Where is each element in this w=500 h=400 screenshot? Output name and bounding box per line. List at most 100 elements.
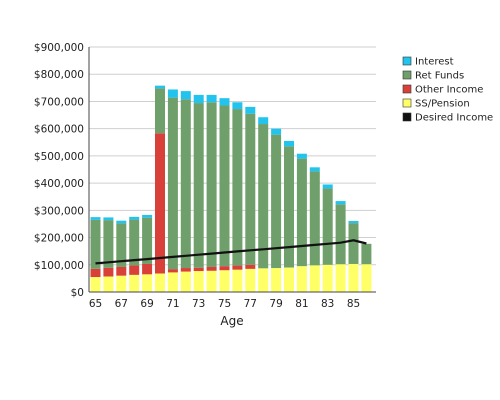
bar-segment-ret-funds: [90, 219, 101, 269]
bar-segment-ret-funds: [348, 223, 359, 264]
bar-segment-ret-funds: [116, 223, 127, 267]
bar-segment-ss-pension: [271, 268, 282, 292]
legend-swatch: [402, 70, 412, 80]
bar-segment-ret-funds: [309, 171, 320, 266]
bar-segment-other-income: [155, 133, 165, 274]
bar-segment-interest: [129, 216, 140, 220]
x-tick-label: 73: [192, 298, 205, 310]
x-tick-label: 65: [89, 298, 102, 310]
bar-segment-other-income: [167, 269, 178, 273]
x-axis-title: Age: [220, 314, 243, 328]
bar-segment-interest: [309, 167, 320, 172]
bar-segment-interest: [258, 117, 269, 125]
legend-label: Desired Income: [415, 113, 493, 124]
legend-label: Ret Funds: [415, 71, 464, 82]
y-tick-label: $800,000: [34, 69, 84, 81]
x-tick-label: 83: [321, 298, 334, 310]
legend-swatch: [402, 98, 412, 108]
bar-segment-interest: [296, 153, 307, 159]
y-tick-label: $600,000: [34, 124, 84, 136]
bar-segment-ss-pension: [219, 270, 230, 292]
bar-segment-ret-funds: [155, 88, 165, 134]
bar-segment-ret-funds: [284, 146, 294, 268]
bar-segment-interest: [167, 89, 178, 98]
bar-segment-other-income: [90, 268, 101, 278]
bar-segment-ss-pension: [206, 270, 217, 292]
legend-label: Other Income: [415, 85, 483, 96]
x-axis-ticks: 65 67 69 71 73 75 77 79 81 83 85: [89, 298, 360, 310]
bar-segment-other-income: [232, 265, 243, 270]
desired-income-polyline: [95, 239, 367, 265]
x-tick-label: 79: [269, 298, 282, 310]
bar-segment-ret-funds: [322, 188, 333, 265]
bar-segment-ret-funds: [219, 105, 230, 267]
bar-segment-interest: [180, 91, 191, 100]
bar-segment-ss-pension: [116, 275, 127, 292]
bar-segment-interest: [245, 106, 256, 114]
bar-segment-interest: [142, 214, 153, 218]
bar-segment-interest: [103, 217, 114, 221]
bar-segment-ss-pension: [193, 271, 204, 292]
bar-segment-ret-funds: [129, 219, 140, 266]
bar-segment-other-income: [245, 264, 256, 269]
bar-segment-interest: [335, 201, 346, 205]
bar-segment-other-income: [116, 266, 127, 276]
bar-segment-ss-pension: [258, 268, 269, 292]
bar-segment-interest: [116, 220, 127, 224]
bar-segment-ss-pension: [322, 264, 333, 292]
bar-segment-interest: [348, 220, 359, 224]
x-tick-label: 71: [166, 298, 179, 310]
x-tick-label: 67: [115, 298, 128, 310]
axes: [88, 47, 376, 293]
bar-segment-interest: [232, 102, 243, 110]
y-tick-label: $500,000: [34, 151, 84, 163]
bar-segment-other-income: [219, 266, 230, 271]
bar-segment-ret-funds: [180, 99, 191, 269]
bar-segment-other-income: [142, 263, 153, 275]
bar-segment-ss-pension: [348, 263, 359, 292]
bar-segment-other-income: [129, 265, 140, 275]
bar-segment-interest: [193, 94, 204, 104]
bar-segment-interest: [322, 184, 333, 189]
bar-segment-ret-funds: [193, 103, 204, 268]
bar-segment-other-income: [193, 267, 204, 272]
bar-segment-ss-pension: [309, 265, 320, 292]
bar-segment-ret-funds: [142, 217, 153, 264]
y-axis-ticks: $0 $100,000 $200,000 $300,000 $400,000 $500,0…: [34, 42, 84, 299]
legend-swatch: [402, 84, 412, 94]
y-tick-label: $700,000: [34, 96, 84, 108]
y-tick-label: $400,000: [34, 178, 84, 190]
x-tick-label: 69: [140, 298, 153, 310]
bar-segment-ss-pension: [335, 264, 346, 292]
bar-segment-ss-pension: [129, 274, 140, 292]
bar-segment-interest: [206, 94, 217, 103]
legend-label: Interest: [415, 57, 454, 68]
bar-segment-ss-pension: [361, 264, 372, 292]
bar-segment-interest: [284, 140, 294, 147]
bar-segment-interest: [271, 128, 282, 135]
bar-segment-ret-funds: [167, 97, 178, 270]
bar-segment-ret-funds: [206, 102, 217, 267]
bar-segment-ss-pension: [155, 273, 165, 292]
y-tick-label: $0: [71, 287, 84, 299]
legend-label: SS/Pension: [415, 99, 470, 110]
bar-segment-other-income: [206, 266, 217, 271]
x-tick-label: 77: [244, 298, 257, 310]
bar-segment-interest: [90, 217, 101, 220]
bar-segment-ss-pension: [142, 274, 153, 292]
desired-income-line: [95, 239, 367, 265]
legend-swatch: [402, 112, 412, 122]
bar-segment-other-income: [103, 267, 114, 277]
bar-segment-ret-funds: [271, 134, 282, 269]
bar-segment-other-income: [180, 268, 191, 272]
bar-segment-ss-pension: [90, 277, 101, 292]
bar-segment-ss-pension: [284, 267, 294, 292]
y-tick-label: $300,000: [34, 205, 84, 217]
bar-segment-ss-pension: [232, 269, 243, 292]
bar-segment-interest: [155, 85, 165, 89]
x-tick-label: 81: [295, 298, 308, 310]
x-tick-label: 85: [347, 298, 360, 310]
bar-segment-ret-funds: [232, 109, 243, 266]
bar-segment-ret-funds: [258, 124, 269, 269]
